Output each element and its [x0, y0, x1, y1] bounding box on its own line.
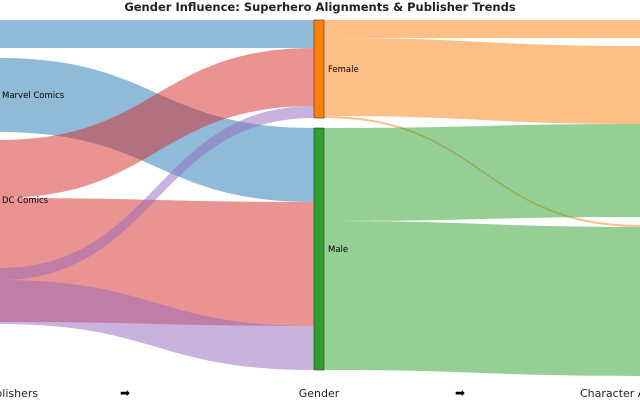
label-layer: Marvel Comics DC Comics Female Male: [2, 65, 359, 255]
link-other-to-male: [0, 280, 314, 370]
link-female-to-align_top: [324, 19, 640, 39]
node-layer: [313, 19, 325, 371]
node-label-male: Male: [328, 245, 348, 255]
node-label-marvel: Marvel Comics: [2, 91, 65, 101]
node-label-female: Female: [328, 65, 359, 75]
node-female: [313, 19, 325, 119]
column-arrow-2: ➡: [455, 386, 465, 400]
link-female-to-align_mid: [324, 38, 640, 124]
column-arrow-1: ➡: [120, 386, 130, 400]
column-axis: Publishers ➡ Gender ➡ Character Alignmen…: [0, 386, 640, 400]
link-pub_top-to-female: [0, 19, 314, 49]
column-label-alignment: Character Alignment: [580, 387, 640, 400]
link-layer: [0, 19, 640, 376]
link-male-to-align_main: [324, 221, 640, 376]
link-other-to-female: [0, 106, 314, 280]
chart-title: Gender Influence: Superhero Alignments &…: [124, 0, 516, 14]
node-male: [313, 127, 325, 371]
link-male-to-align_mid: [324, 124, 640, 221]
link-dc-to-female: [0, 48, 314, 198]
column-label-gender: Gender: [299, 387, 340, 400]
node-label-dc: DC Comics: [2, 196, 49, 206]
column-label-publishers: Publishers: [0, 387, 38, 400]
